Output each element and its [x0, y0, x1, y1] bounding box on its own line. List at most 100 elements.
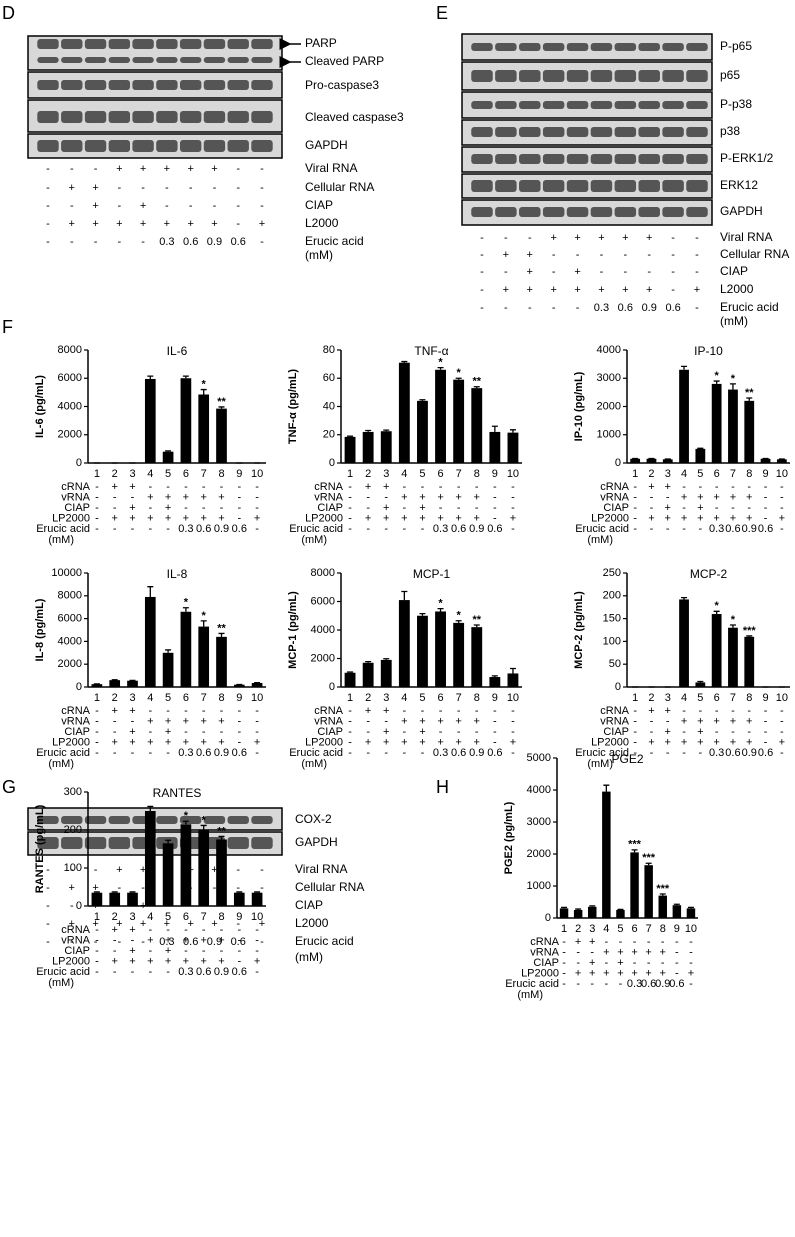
error-bar	[147, 805, 154, 811]
condition-value: +	[665, 726, 671, 738]
condition-value: -	[366, 523, 370, 535]
condition-value: -	[131, 966, 135, 978]
condition-value: +	[648, 512, 654, 524]
blot-band	[84, 140, 107, 152]
condition-value: +	[259, 218, 265, 230]
condition-unit: (mM)	[305, 248, 333, 262]
condition-value: -	[633, 736, 637, 748]
condition-value: 0.6	[665, 302, 680, 314]
bar	[251, 892, 263, 906]
error-bar	[93, 891, 100, 893]
condition-value: +	[129, 481, 135, 493]
condition-value: -	[633, 957, 637, 969]
condition-value: -	[562, 957, 566, 969]
blot-band	[686, 70, 708, 82]
condition-value: -	[780, 502, 784, 514]
condition-value: +	[165, 736, 171, 748]
condition-value: -	[764, 502, 768, 514]
condition-value: +	[681, 715, 687, 727]
condition-value: -	[480, 249, 484, 261]
condition-value: 0.3	[178, 747, 193, 759]
condition-value: -	[148, 705, 152, 717]
bar	[344, 672, 356, 687]
blot-band	[179, 80, 202, 90]
condition-value: -	[493, 502, 497, 514]
condition-value: +	[259, 918, 265, 930]
condition-value: +	[218, 955, 224, 967]
condition-value: -	[46, 882, 50, 894]
condition-value: -	[619, 978, 623, 990]
bar	[630, 458, 641, 463]
bar	[180, 611, 192, 687]
condition-value: -	[202, 705, 206, 717]
y-tick-label: 50	[609, 658, 621, 670]
blot-band	[61, 57, 83, 63]
condition-value: +	[527, 249, 533, 261]
condition-value: +	[730, 736, 736, 748]
blot-band	[108, 111, 131, 123]
bar	[616, 910, 625, 918]
condition-label: CIAP	[64, 726, 90, 738]
condition-value: -	[148, 945, 152, 957]
condition-value: -	[439, 502, 443, 514]
condition-value: +	[183, 491, 189, 503]
bar	[435, 369, 446, 463]
blot-band	[203, 80, 226, 90]
condition-value: -	[113, 966, 117, 978]
error-bar	[509, 667, 516, 674]
condition-value: -	[403, 502, 407, 514]
condition-value: -	[202, 945, 206, 957]
condition-value: -	[699, 523, 703, 535]
condition-value: 0.9	[469, 747, 484, 759]
condition-value: -	[113, 726, 117, 738]
bar	[380, 431, 392, 463]
condition-value: -	[237, 736, 241, 748]
condition-value: -	[202, 924, 206, 936]
condition-value: +	[589, 967, 595, 979]
condition-value: -	[764, 491, 768, 503]
condition-value: -	[403, 705, 407, 717]
condition-value: +	[697, 736, 703, 748]
condition-value: +	[129, 945, 135, 957]
bar	[251, 683, 263, 687]
condition-value: -	[260, 882, 264, 894]
condition-value: -	[348, 491, 352, 503]
condition-label: LP2000	[591, 512, 629, 524]
blot-band	[132, 111, 154, 123]
condition-value: -	[189, 200, 193, 212]
significance-mark: *	[202, 814, 207, 826]
condition-value: -	[95, 934, 99, 946]
x-tick-label: 10	[251, 692, 263, 704]
condition-value: -	[46, 918, 50, 930]
condition-value: -	[650, 726, 654, 738]
condition-value: +	[631, 946, 637, 958]
blot-band	[638, 127, 660, 137]
condition-value: +	[419, 715, 425, 727]
condition-value: -	[95, 747, 99, 759]
condition-label: Viral RNA	[295, 862, 347, 876]
bar	[728, 389, 738, 463]
condition-value: -	[552, 302, 556, 314]
condition-value: -	[780, 747, 784, 759]
condition-value: +	[254, 736, 260, 748]
condition-value: 0.6	[183, 236, 198, 248]
bar	[776, 459, 787, 463]
error-bar	[165, 450, 172, 452]
x-tick-label: 7	[730, 692, 736, 704]
blot-band	[662, 70, 684, 82]
band-label: P-ERK1/2	[720, 151, 774, 165]
blot-band	[132, 80, 154, 90]
condition-value: -	[184, 945, 188, 957]
blot-band	[614, 101, 637, 109]
condition-value: +	[129, 726, 135, 738]
condition-value: +	[254, 512, 260, 524]
significance-mark: *	[438, 357, 443, 369]
condition-value: -	[255, 715, 259, 727]
condition-value: +	[681, 512, 687, 524]
condition-value: +	[474, 512, 480, 524]
significance-mark: **	[217, 622, 226, 634]
blot-band	[542, 101, 565, 109]
condition-value: -	[148, 502, 152, 514]
error-bar	[200, 824, 207, 830]
condition-value: +	[254, 955, 260, 967]
